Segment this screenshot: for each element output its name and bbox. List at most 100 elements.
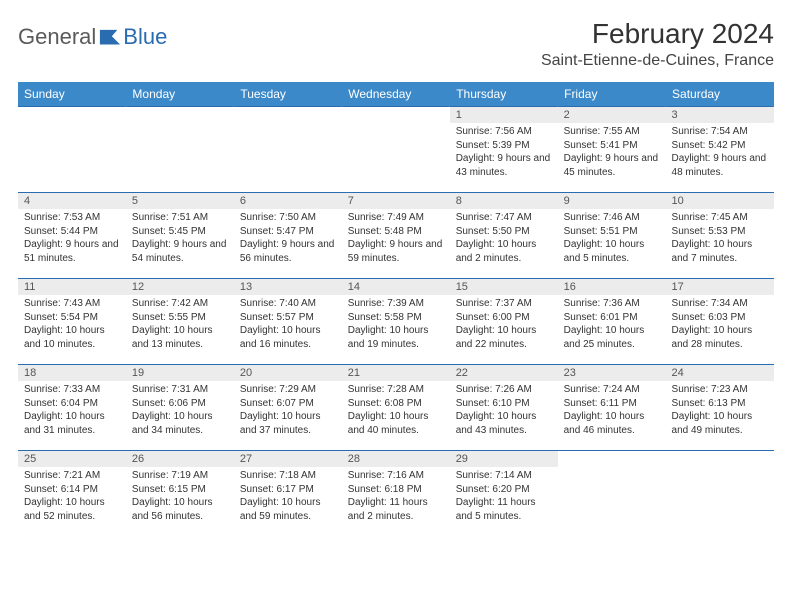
calendar-day-cell: 5 Sunrise: 7:51 AMSunset: 5:45 PMDaylight… xyxy=(126,193,234,279)
day-details: Sunrise: 7:53 AMSunset: 5:44 PMDaylight:… xyxy=(18,209,126,269)
day-details xyxy=(342,111,450,117)
day-number: 18 xyxy=(18,365,126,381)
sunset-text: Sunset: 6:11 PM xyxy=(564,397,660,411)
sunset-text: Sunset: 6:17 PM xyxy=(240,483,336,497)
daylight-text: Daylight: 9 hours and 59 minutes. xyxy=(348,238,444,265)
day-details: Sunrise: 7:31 AMSunset: 6:06 PMDaylight:… xyxy=(126,381,234,441)
calendar-day-cell: 23Sunrise: 7:24 AMSunset: 6:11 PMDayligh… xyxy=(558,365,666,451)
day-number: 13 xyxy=(234,279,342,295)
calendar-day-cell: 22Sunrise: 7:26 AMSunset: 6:10 PMDayligh… xyxy=(450,365,558,451)
day-number: 4 xyxy=(18,193,126,209)
day-details: Sunrise: 7:14 AMSunset: 6:20 PMDaylight:… xyxy=(450,467,558,527)
day-details: Sunrise: 7:39 AMSunset: 5:58 PMDaylight:… xyxy=(342,295,450,355)
logo-text-general: General xyxy=(18,24,96,50)
sunset-text: Sunset: 6:06 PM xyxy=(132,397,228,411)
sunrise-text: Sunrise: 7:18 AM xyxy=(240,469,336,483)
sunrise-text: Sunrise: 7:46 AM xyxy=(564,211,660,225)
daylight-text: Daylight: 10 hours and 56 minutes. xyxy=(132,496,228,523)
day-details: Sunrise: 7:23 AMSunset: 6:13 PMDaylight:… xyxy=(666,381,774,441)
calendar-day-cell: 4Sunrise: 7:53 AMSunset: 5:44 PMDaylight… xyxy=(18,193,126,279)
weekday-header: Thursday xyxy=(450,82,558,107)
sunrise-text: Sunrise: 7:51 AM xyxy=(132,211,228,225)
logo-flag-icon xyxy=(99,28,121,46)
daylight-text: Daylight: 10 hours and 34 minutes. xyxy=(132,410,228,437)
sunrise-text: Sunrise: 7:39 AM xyxy=(348,297,444,311)
day-details: Sunrise: 7:42 AMSunset: 5:55 PMDaylight:… xyxy=(126,295,234,355)
day-details: Sunrise: 7:56 AMSunset: 5:39 PMDaylight:… xyxy=(450,123,558,183)
daylight-text: Daylight: 10 hours and 46 minutes. xyxy=(564,410,660,437)
day-details: Sunrise: 7:28 AMSunset: 6:08 PMDaylight:… xyxy=(342,381,450,441)
title-block: February 2024 Saint-Etienne-de-Cuines, F… xyxy=(541,18,774,70)
calendar-week-row: 11Sunrise: 7:43 AMSunset: 5:54 PMDayligh… xyxy=(18,279,774,365)
calendar-day-cell: 6Sunrise: 7:50 AMSunset: 5:47 PMDaylight… xyxy=(234,193,342,279)
sunrise-text: Sunrise: 7:42 AM xyxy=(132,297,228,311)
logo: General Blue xyxy=(18,24,167,50)
sunset-text: Sunset: 6:03 PM xyxy=(672,311,768,325)
sunset-text: Sunset: 5:58 PM xyxy=(348,311,444,325)
daylight-text: Daylight: 10 hours and 37 minutes. xyxy=(240,410,336,437)
daylight-text: Daylight: 9 hours and 54 minutes. xyxy=(132,238,228,265)
day-number: 16 xyxy=(558,279,666,295)
weekday-header: Friday xyxy=(558,82,666,107)
calendar-week-row: 4Sunrise: 7:53 AMSunset: 5:44 PMDaylight… xyxy=(18,193,774,279)
calendar-day-cell: 20Sunrise: 7:29 AMSunset: 6:07 PMDayligh… xyxy=(234,365,342,451)
day-details: Sunrise: 7:21 AMSunset: 6:14 PMDaylight:… xyxy=(18,467,126,527)
day-number: 12 xyxy=(126,279,234,295)
weekday-header: Tuesday xyxy=(234,82,342,107)
location-text: Saint-Etienne-de-Cuines, France xyxy=(541,52,774,70)
sunset-text: Sunset: 6:04 PM xyxy=(24,397,120,411)
weekday-header-row: Sunday Monday Tuesday Wednesday Thursday… xyxy=(18,82,774,107)
day-details: Sunrise: 7:47 AMSunset: 5:50 PMDaylight:… xyxy=(450,209,558,269)
sunrise-text: Sunrise: 7:31 AM xyxy=(132,383,228,397)
day-details: Sunrise: 7:34 AMSunset: 6:03 PMDaylight:… xyxy=(666,295,774,355)
daylight-text: Daylight: 10 hours and 5 minutes. xyxy=(564,238,660,265)
calendar-day-cell: 21Sunrise: 7:28 AMSunset: 6:08 PMDayligh… xyxy=(342,365,450,451)
day-number: 15 xyxy=(450,279,558,295)
day-details xyxy=(666,455,774,461)
sunset-text: Sunset: 6:18 PM xyxy=(348,483,444,497)
sunrise-text: Sunrise: 7:53 AM xyxy=(24,211,120,225)
sunrise-text: Sunrise: 7:50 AM xyxy=(240,211,336,225)
day-number: 19 xyxy=(126,365,234,381)
calendar-day-cell xyxy=(666,451,774,537)
sunrise-text: Sunrise: 7:16 AM xyxy=(348,469,444,483)
daylight-text: Daylight: 9 hours and 43 minutes. xyxy=(456,152,552,179)
sunrise-text: Sunrise: 7:36 AM xyxy=(564,297,660,311)
calendar-day-cell: 11Sunrise: 7:43 AMSunset: 5:54 PMDayligh… xyxy=(18,279,126,365)
sunset-text: Sunset: 6:01 PM xyxy=(564,311,660,325)
sunrise-text: Sunrise: 7:43 AM xyxy=(24,297,120,311)
sunrise-text: Sunrise: 7:54 AM xyxy=(672,125,768,139)
daylight-text: Daylight: 9 hours and 48 minutes. xyxy=(672,152,768,179)
weekday-header: Saturday xyxy=(666,82,774,107)
sunrise-text: Sunrise: 7:47 AM xyxy=(456,211,552,225)
header: General Blue February 2024 Saint-Etienne… xyxy=(18,18,774,70)
day-number: 6 xyxy=(234,193,342,209)
daylight-text: Daylight: 10 hours and 10 minutes. xyxy=(24,324,120,351)
calendar-day-cell: 18Sunrise: 7:33 AMSunset: 6:04 PMDayligh… xyxy=(18,365,126,451)
daylight-text: Daylight: 10 hours and 2 minutes. xyxy=(456,238,552,265)
sunrise-text: Sunrise: 7:37 AM xyxy=(456,297,552,311)
sunset-text: Sunset: 5:48 PM xyxy=(348,225,444,239)
day-details: Sunrise: 7:49 AMSunset: 5:48 PMDaylight:… xyxy=(342,209,450,269)
daylight-text: Daylight: 10 hours and 19 minutes. xyxy=(348,324,444,351)
day-number: 29 xyxy=(450,451,558,467)
sunset-text: Sunset: 5:51 PM xyxy=(564,225,660,239)
sunset-text: Sunset: 5:45 PM xyxy=(132,225,228,239)
calendar-day-cell: 12Sunrise: 7:42 AMSunset: 5:55 PMDayligh… xyxy=(126,279,234,365)
sunset-text: Sunset: 5:47 PM xyxy=(240,225,336,239)
sunset-text: Sunset: 6:14 PM xyxy=(24,483,120,497)
daylight-text: Daylight: 10 hours and 28 minutes. xyxy=(672,324,768,351)
calendar-day-cell xyxy=(126,107,234,193)
daylight-text: Daylight: 9 hours and 45 minutes. xyxy=(564,152,660,179)
day-number: 5 xyxy=(126,193,234,209)
calendar-day-cell: 1Sunrise: 7:56 AMSunset: 5:39 PMDaylight… xyxy=(450,107,558,193)
day-number: 24 xyxy=(666,365,774,381)
sunset-text: Sunset: 6:08 PM xyxy=(348,397,444,411)
sunset-text: Sunset: 6:00 PM xyxy=(456,311,552,325)
day-number: 23 xyxy=(558,365,666,381)
calendar-week-row: 18Sunrise: 7:33 AMSunset: 6:04 PMDayligh… xyxy=(18,365,774,451)
calendar-table: Sunday Monday Tuesday Wednesday Thursday… xyxy=(18,82,774,537)
sunset-text: Sunset: 6:10 PM xyxy=(456,397,552,411)
calendar-day-cell: 26Sunrise: 7:19 AMSunset: 6:15 PMDayligh… xyxy=(126,451,234,537)
sunset-text: Sunset: 6:13 PM xyxy=(672,397,768,411)
